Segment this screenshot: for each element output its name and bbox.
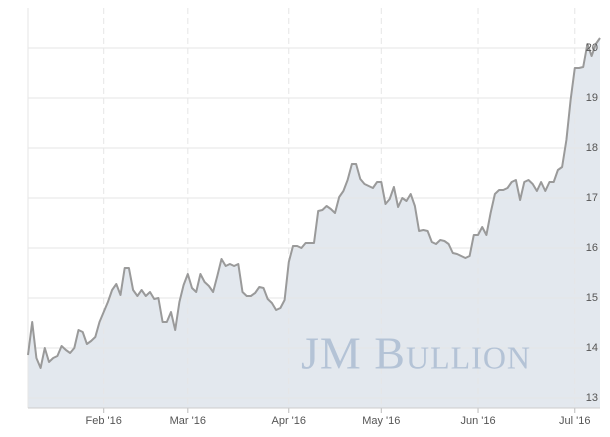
x-tick-label: May '16 <box>362 415 400 427</box>
y-tick-label: 17 <box>586 192 598 204</box>
y-tick-label: 15 <box>586 292 598 304</box>
price-line <box>27 37 601 369</box>
x-tick-label: Mar '16 <box>170 415 206 427</box>
y-tick-label: 16 <box>586 242 598 254</box>
y-tick-label: 20 <box>586 42 598 54</box>
y-tick-label: 19 <box>586 92 598 104</box>
watermark: JM Bullion <box>301 328 531 379</box>
x-tick-label: Feb '16 <box>86 415 122 427</box>
y-tick-label: 18 <box>586 142 598 154</box>
x-tick-label: Apr '16 <box>272 415 307 427</box>
y-tick-label: 14 <box>586 342 598 354</box>
x-tick-label: Jun '16 <box>460 415 495 427</box>
x-tick-label: Jul '16 <box>559 415 590 427</box>
y-tick-label: 13 <box>586 392 598 404</box>
